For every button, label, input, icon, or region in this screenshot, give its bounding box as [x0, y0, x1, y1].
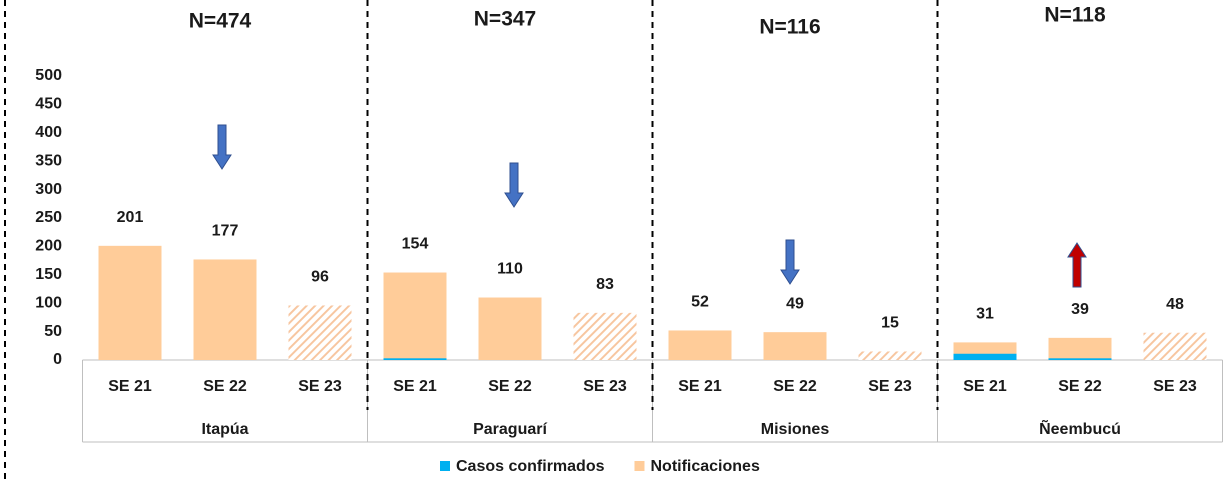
data-label: 49 — [786, 295, 804, 312]
y-tick-label: 500 — [35, 67, 62, 84]
x-tick-label: SE 22 — [773, 378, 817, 395]
data-label: 31 — [976, 306, 994, 323]
bar — [383, 358, 447, 360]
x-tick-label: SE 21 — [963, 378, 1007, 395]
bar — [288, 305, 352, 360]
x-tick-label: SE 23 — [583, 378, 627, 395]
arrow — [212, 124, 232, 170]
data-label: 52 — [691, 294, 709, 311]
group-label: Misiones — [761, 421, 830, 438]
bar — [1143, 332, 1207, 360]
y-tick-label: 400 — [35, 124, 62, 141]
x-tick-label: SE 23 — [1153, 378, 1197, 395]
legend-swatch — [634, 461, 645, 471]
n-label: N=474 — [189, 10, 252, 33]
x-tick-label: SE 21 — [678, 378, 722, 395]
group-label: Itapúa — [201, 421, 248, 438]
data-label: 96 — [311, 269, 329, 286]
bar — [383, 272, 447, 360]
group-label: Ñeembucú — [1039, 418, 1121, 438]
data-label: 201 — [117, 209, 144, 226]
x-tick-label: SE 23 — [868, 378, 912, 395]
x-tick-label: SE 22 — [1058, 378, 1102, 395]
n-label: N=118 — [1044, 4, 1106, 27]
legend-label: Casos confirmados — [456, 458, 605, 475]
n-label: N=116 — [759, 16, 820, 39]
y-tick-label: 50 — [44, 323, 62, 340]
data-label: 15 — [881, 315, 899, 332]
bar — [858, 351, 922, 360]
y-tick-label: 350 — [35, 152, 62, 169]
y-tick-label: 200 — [35, 238, 62, 255]
data-label: 48 — [1166, 296, 1184, 313]
x-tick-label: SE 22 — [203, 378, 247, 395]
group-label: Paraguarí — [473, 421, 547, 438]
y-tick-label: 150 — [35, 266, 62, 283]
data-label: 177 — [212, 223, 239, 240]
data-label: 39 — [1071, 301, 1089, 318]
bar — [193, 259, 257, 360]
x-tick-label: SE 23 — [298, 378, 342, 395]
bar — [1048, 337, 1112, 360]
bar — [763, 332, 827, 360]
bar — [668, 330, 732, 360]
bar — [1048, 358, 1112, 360]
data-label: 110 — [497, 261, 523, 278]
bar — [953, 353, 1017, 360]
legend-swatch — [440, 461, 450, 471]
x-tick-label: SE 22 — [488, 378, 532, 395]
y-tick-label: 450 — [35, 96, 62, 113]
x-tick-label: SE 21 — [393, 378, 437, 395]
bar — [573, 312, 637, 360]
bar — [478, 297, 542, 360]
arrow — [504, 162, 524, 208]
legend-label: Notificaciones — [650, 458, 759, 475]
bar — [98, 245, 162, 360]
y-tick-label: 250 — [35, 209, 62, 226]
data-label: 83 — [596, 276, 614, 293]
x-tick-label: SE 21 — [108, 378, 152, 395]
data-label: 154 — [402, 236, 429, 253]
y-tick-label: 100 — [35, 294, 62, 311]
y-tick-label: 300 — [35, 181, 62, 198]
y-tick-label: 0 — [53, 351, 62, 368]
arrow — [780, 239, 800, 285]
n-label: N=347 — [474, 8, 536, 31]
arrow — [1067, 242, 1087, 288]
